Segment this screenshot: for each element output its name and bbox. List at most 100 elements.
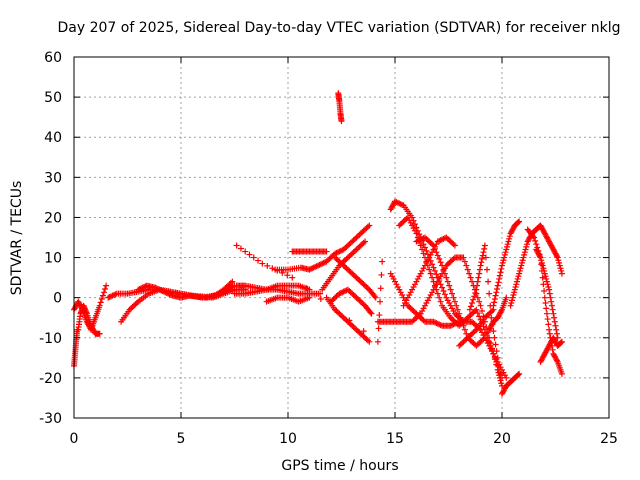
data-point bbox=[494, 282, 501, 289]
data-point bbox=[553, 330, 560, 337]
data-point bbox=[430, 278, 437, 285]
data-point bbox=[434, 252, 441, 259]
data-point bbox=[441, 270, 448, 277]
data-point bbox=[496, 275, 503, 282]
data-point bbox=[450, 294, 457, 301]
data-point bbox=[516, 218, 523, 225]
data-point bbox=[523, 243, 530, 250]
series-trace-ae bbox=[537, 334, 565, 365]
data-point bbox=[433, 286, 440, 293]
data-point bbox=[367, 309, 374, 316]
y-tick-label: 30 bbox=[44, 170, 62, 186]
data-point bbox=[430, 242, 437, 249]
y-tick-label: 60 bbox=[44, 50, 62, 66]
data-point bbox=[554, 334, 561, 341]
data-point bbox=[411, 221, 418, 228]
data-point bbox=[489, 346, 496, 353]
data-point bbox=[545, 321, 552, 328]
data-point bbox=[491, 334, 498, 341]
data-point bbox=[531, 234, 538, 241]
data-point bbox=[467, 303, 474, 310]
data-point bbox=[523, 241, 530, 248]
data-point bbox=[378, 271, 385, 278]
data-point bbox=[548, 302, 555, 309]
series-trace-f bbox=[135, 278, 236, 301]
series-trace-o bbox=[327, 286, 375, 317]
data-point bbox=[466, 270, 473, 277]
data-point bbox=[502, 249, 509, 256]
data-point bbox=[558, 338, 565, 345]
data-point bbox=[504, 241, 511, 248]
data-point bbox=[374, 338, 381, 345]
data-point bbox=[478, 259, 485, 266]
data-point bbox=[74, 326, 81, 333]
data-point bbox=[533, 241, 540, 248]
data-point bbox=[372, 294, 379, 301]
data-point bbox=[467, 274, 474, 281]
data-point bbox=[459, 318, 466, 325]
data-point bbox=[477, 302, 484, 309]
x-tick-label: 5 bbox=[177, 431, 186, 447]
grid-lines bbox=[74, 57, 609, 418]
data-point bbox=[532, 237, 539, 244]
data-point bbox=[476, 313, 483, 320]
series-trace-n bbox=[332, 254, 379, 301]
data-point bbox=[439, 262, 446, 269]
series-trace-b bbox=[75, 302, 103, 337]
data-point bbox=[436, 255, 443, 262]
data-point bbox=[451, 242, 458, 249]
data-point bbox=[490, 350, 497, 357]
data-point bbox=[460, 254, 467, 261]
data-point bbox=[99, 292, 106, 299]
data-point bbox=[431, 282, 438, 289]
data-point bbox=[491, 299, 498, 306]
data-point bbox=[250, 254, 257, 261]
plot-frame bbox=[73, 56, 610, 419]
data-point bbox=[447, 286, 454, 293]
data-point bbox=[446, 282, 453, 289]
data-point bbox=[544, 281, 551, 288]
data-point bbox=[453, 302, 460, 309]
data-point bbox=[246, 251, 253, 258]
data-point bbox=[506, 233, 513, 240]
data-point bbox=[485, 278, 492, 285]
data-point bbox=[511, 286, 518, 293]
data-point bbox=[492, 341, 499, 348]
data-point bbox=[558, 270, 565, 277]
series-trace-aa bbox=[486, 294, 510, 333]
data-point bbox=[558, 339, 565, 346]
x-axis-label: GPS time / hours bbox=[281, 458, 398, 474]
data-point bbox=[519, 257, 526, 264]
series-trace-af bbox=[533, 246, 561, 341]
data-point bbox=[472, 289, 479, 296]
data-point bbox=[557, 265, 564, 272]
data-point bbox=[419, 246, 426, 253]
data-point bbox=[545, 283, 552, 290]
data-point bbox=[503, 243, 510, 250]
data-point bbox=[474, 310, 481, 317]
data-point bbox=[515, 273, 522, 280]
data-point bbox=[474, 278, 481, 285]
data-point bbox=[515, 371, 522, 378]
data-point bbox=[269, 265, 276, 272]
data-point bbox=[546, 286, 553, 293]
data-point bbox=[439, 284, 446, 291]
data-point bbox=[323, 248, 330, 255]
data-point bbox=[368, 310, 375, 317]
data-point bbox=[536, 253, 543, 260]
data-point bbox=[436, 277, 443, 284]
data-point bbox=[424, 251, 431, 258]
data-point bbox=[509, 294, 516, 301]
data-point bbox=[484, 266, 491, 273]
data-point bbox=[306, 294, 313, 301]
data-point bbox=[505, 238, 512, 245]
series-trace-k bbox=[272, 222, 373, 273]
data-point bbox=[496, 366, 503, 373]
data-point bbox=[481, 242, 488, 249]
y-tick-label: -30 bbox=[39, 411, 62, 427]
data-point bbox=[379, 258, 386, 265]
data-point bbox=[521, 249, 528, 256]
data-point bbox=[556, 259, 563, 266]
data-point bbox=[413, 224, 420, 231]
